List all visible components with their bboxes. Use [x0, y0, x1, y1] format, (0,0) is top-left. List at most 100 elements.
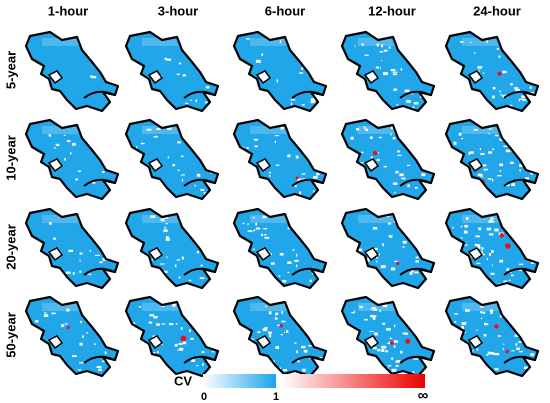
- speckle: [378, 136, 382, 139]
- speckle: [474, 51, 476, 54]
- speckle: [414, 186, 418, 189]
- speckle: [355, 128, 360, 131]
- speckle: [294, 259, 299, 262]
- speckle: [382, 322, 386, 325]
- speckle: [531, 304, 536, 307]
- speckle: [97, 54, 100, 58]
- map: [124, 118, 220, 201]
- speckle: [136, 146, 138, 149]
- column-header: 24-hour: [473, 3, 521, 18]
- speckle: [475, 246, 481, 249]
- speckle: [295, 264, 298, 268]
- speckle: [354, 45, 356, 47]
- hotspot: [396, 261, 400, 266]
- speckle: [138, 306, 142, 308]
- speckle: [490, 250, 494, 253]
- speckle: [375, 260, 378, 263]
- speckle: [480, 306, 484, 308]
- speckle: [179, 347, 184, 351]
- speckle: [67, 282, 71, 285]
- colorbar-label: CV: [174, 373, 192, 388]
- speckle: [207, 65, 211, 68]
- speckle: [280, 334, 284, 336]
- speckle: [350, 275, 352, 278]
- speckle: [287, 271, 290, 274]
- speckle: [360, 284, 365, 287]
- map-border: [232, 295, 328, 378]
- speckle: [511, 274, 514, 277]
- speckle: [296, 253, 298, 257]
- speckle: [150, 215, 156, 218]
- speckle: [191, 359, 196, 363]
- speckle: [143, 354, 146, 356]
- speckle: [511, 218, 513, 221]
- speckle: [461, 326, 464, 329]
- speckle: [461, 322, 467, 325]
- speckle: [35, 320, 39, 323]
- speckle: [524, 366, 529, 370]
- speckle: [276, 79, 279, 83]
- speckle: [181, 174, 185, 176]
- speckle: [414, 271, 419, 274]
- speckle: [381, 60, 383, 62]
- speckle: [178, 276, 181, 279]
- speckle: [515, 343, 518, 347]
- speckle: [53, 147, 56, 149]
- speckle: [175, 323, 178, 325]
- speckle: [495, 134, 499, 137]
- speckle: [209, 283, 211, 286]
- speckle: [164, 226, 167, 229]
- map-fill: [342, 209, 434, 288]
- speckle: [477, 66, 483, 69]
- speckle: [159, 263, 165, 265]
- speckle: [528, 338, 534, 341]
- speckle: [242, 222, 245, 225]
- speckle: [378, 253, 380, 256]
- speckle: [44, 312, 47, 314]
- speckle: [188, 279, 192, 282]
- speckle: [159, 372, 161, 374]
- speckle: [277, 324, 281, 326]
- speckle: [185, 102, 189, 105]
- lake-hole: [467, 335, 484, 350]
- speckle: [274, 313, 279, 316]
- speckle: [255, 227, 261, 230]
- speckle: [525, 177, 530, 180]
- speckle: [205, 86, 210, 89]
- speckle: [310, 100, 316, 104]
- speckle: [303, 349, 308, 353]
- lake-hole: [147, 247, 164, 262]
- speckle: [490, 217, 494, 220]
- speckle: [492, 95, 495, 99]
- speckle: [263, 228, 268, 230]
- speckle: [396, 104, 399, 106]
- colorbar-tick: 1: [273, 391, 279, 403]
- speckle: [469, 151, 474, 154]
- map-fill: [26, 297, 118, 376]
- speckle: [530, 261, 535, 265]
- speckle: [424, 39, 429, 42]
- speckle: [499, 138, 504, 141]
- speckle: [394, 324, 396, 328]
- light-band: [250, 38, 300, 46]
- lake-hole: [467, 70, 484, 85]
- light-band: [42, 38, 92, 46]
- speckle: [72, 355, 77, 357]
- speckle: [512, 55, 517, 59]
- speckle: [364, 126, 366, 129]
- speckle: [72, 271, 75, 275]
- speckle: [424, 240, 427, 243]
- speckle: [196, 173, 201, 177]
- speckle: [528, 327, 532, 329]
- speckle: [376, 43, 379, 47]
- speckle: [468, 192, 471, 195]
- speckle: [314, 195, 318, 199]
- speckle: [502, 348, 505, 350]
- speckle: [503, 145, 509, 147]
- speckle: [371, 370, 373, 374]
- lake-hole: [147, 158, 164, 173]
- speckle: [474, 243, 480, 246]
- speckle: [376, 256, 378, 259]
- speckle: [473, 270, 476, 272]
- speckle: [456, 348, 461, 351]
